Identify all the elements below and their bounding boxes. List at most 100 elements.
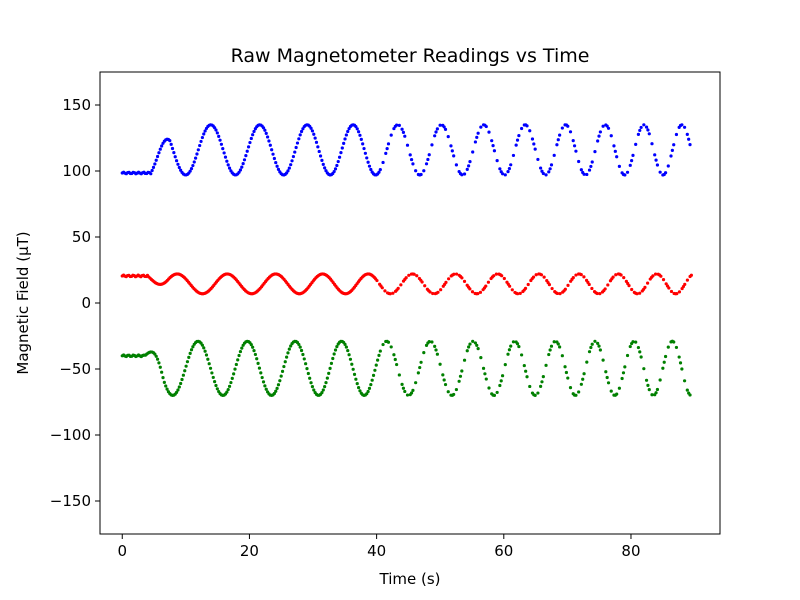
data-point <box>331 356 335 361</box>
data-point <box>503 173 507 177</box>
data-point <box>634 340 638 344</box>
data-point <box>651 274 655 278</box>
data-point <box>333 348 338 352</box>
data-point <box>436 290 440 294</box>
data-point <box>447 277 451 281</box>
data-point <box>568 386 573 390</box>
data-point <box>347 353 351 357</box>
data-point <box>389 345 393 349</box>
data-point <box>462 172 467 176</box>
data-point <box>310 129 315 133</box>
data-point <box>487 386 491 390</box>
data-point <box>670 148 674 152</box>
data-point <box>457 379 461 383</box>
data-point <box>568 130 573 134</box>
data-point <box>635 292 639 296</box>
data-point <box>473 341 478 345</box>
data-point <box>424 343 429 347</box>
data-point <box>515 292 520 296</box>
data-point <box>577 159 581 164</box>
data-point <box>674 345 679 350</box>
data-point <box>558 133 562 137</box>
data-point <box>203 349 207 353</box>
data-point <box>362 146 366 151</box>
data-point <box>634 142 638 146</box>
data-point <box>688 393 692 397</box>
data-point <box>540 380 544 384</box>
data-point <box>563 287 567 291</box>
data-point <box>395 362 399 367</box>
data-point <box>644 125 649 129</box>
data-point <box>550 286 554 291</box>
data-point <box>435 127 439 131</box>
data-point <box>414 169 418 173</box>
data-point <box>658 378 662 382</box>
data-point <box>328 366 332 370</box>
data-point <box>500 274 504 278</box>
data-point <box>329 361 334 365</box>
data-point <box>177 165 181 170</box>
data-point <box>153 162 157 166</box>
data-point <box>381 160 385 165</box>
data-point <box>194 156 198 160</box>
data-point <box>556 138 560 142</box>
data-point <box>495 159 499 163</box>
data-point <box>628 163 632 167</box>
data-point <box>343 137 347 141</box>
data-point <box>280 369 285 373</box>
data-point <box>226 163 230 167</box>
data-point <box>395 123 399 127</box>
data-point <box>438 123 442 127</box>
data-point <box>450 149 454 153</box>
data-point <box>638 350 642 354</box>
data-point <box>223 155 228 159</box>
data-point <box>631 340 635 344</box>
data-point <box>468 342 472 346</box>
data-point <box>414 381 418 385</box>
data-point <box>229 380 233 385</box>
data-point <box>283 360 287 364</box>
data-point <box>240 346 244 350</box>
data-point <box>441 373 445 377</box>
data-point <box>446 134 450 139</box>
data-point <box>202 132 206 136</box>
data-point <box>164 384 168 388</box>
data-point <box>298 345 302 349</box>
data-point <box>343 342 347 346</box>
data-point <box>157 151 161 155</box>
data-point <box>383 289 387 293</box>
data-point <box>484 124 488 129</box>
data-point <box>357 130 361 134</box>
data-point <box>361 142 365 146</box>
y-tick-label: 150 <box>62 96 91 114</box>
data-point <box>585 360 589 364</box>
data-point <box>475 135 479 139</box>
data-point <box>661 277 666 282</box>
data-point <box>672 340 676 344</box>
data-point <box>530 137 535 141</box>
data-point <box>218 138 222 142</box>
data-point <box>510 288 514 292</box>
data-point <box>655 163 660 167</box>
data-point <box>385 146 389 151</box>
data-point <box>305 367 309 371</box>
data-point <box>644 378 649 382</box>
data-point <box>293 150 297 154</box>
data-point <box>518 291 522 295</box>
data-point <box>418 365 422 370</box>
data-point <box>642 367 646 371</box>
data-point <box>371 373 376 377</box>
data-point <box>185 360 190 364</box>
data-point <box>299 348 304 353</box>
data-point <box>623 365 627 369</box>
data-point <box>650 142 654 146</box>
data-point <box>253 352 257 357</box>
data-point <box>672 143 676 147</box>
data-point <box>278 379 282 383</box>
data-point <box>275 164 279 168</box>
data-point <box>386 340 391 344</box>
data-point <box>403 134 407 138</box>
data-point <box>596 341 600 345</box>
data-point <box>579 382 583 386</box>
data-point <box>260 375 264 380</box>
